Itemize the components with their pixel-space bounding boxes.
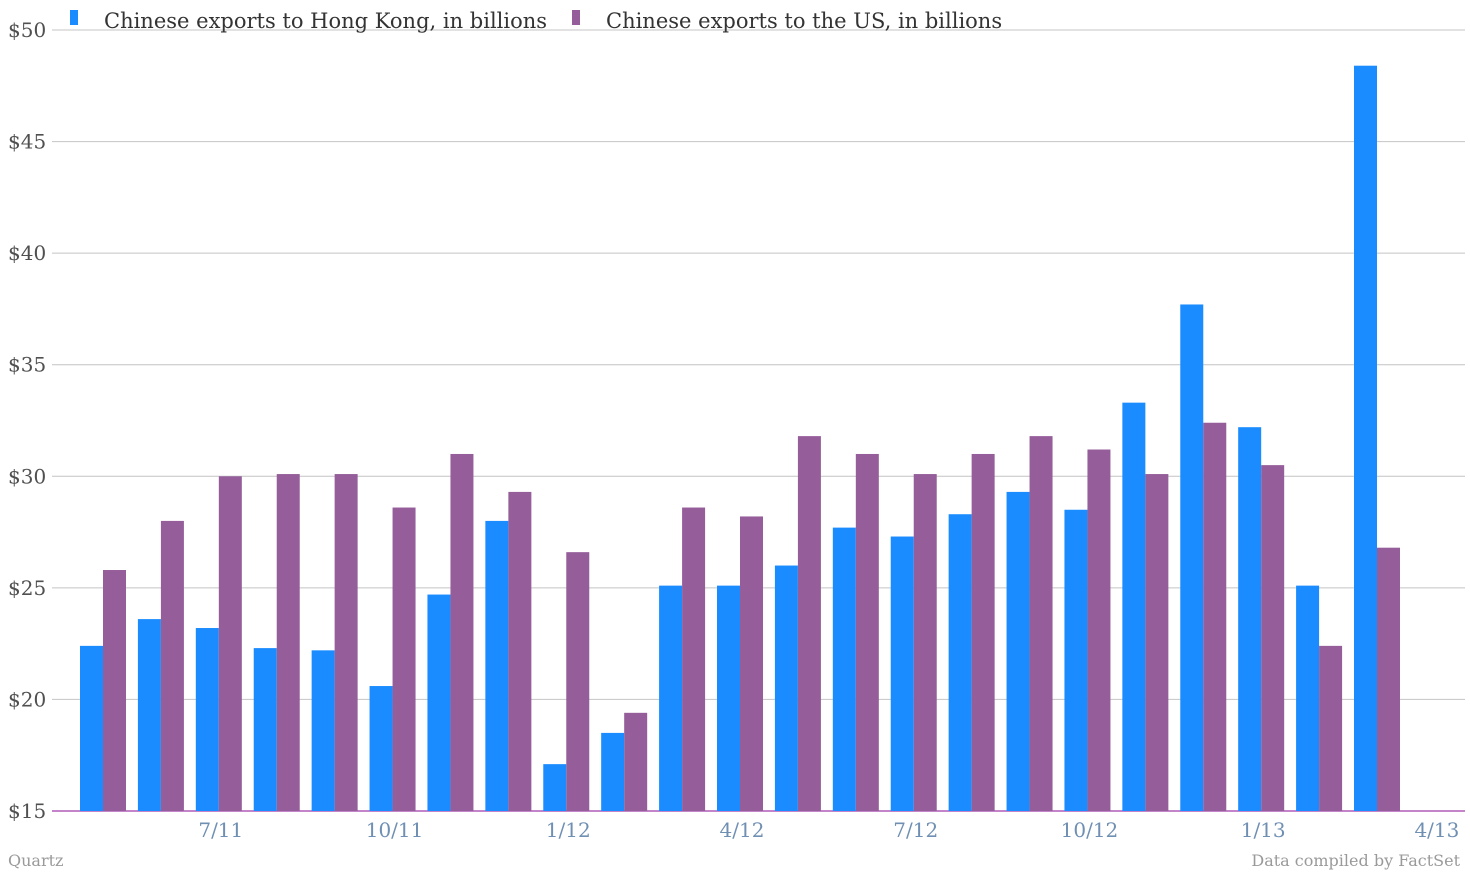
source-right: Data compiled by FactSet (1251, 851, 1460, 870)
y-tick-label: $35 (8, 353, 46, 377)
bar-us (1145, 474, 1169, 811)
y-tick-label: $45 (8, 130, 46, 154)
bar-us (392, 507, 416, 811)
bar-us (566, 552, 590, 811)
bar-us (682, 507, 706, 811)
bar-us (624, 712, 648, 811)
bar-hong-kong (485, 520, 509, 811)
x-tick-label: 1/13 (1241, 818, 1286, 842)
bar-hong-kong (195, 628, 219, 811)
x-tick-label: 7/11 (198, 818, 243, 842)
bars (80, 65, 1400, 811)
bar-hong-kong (80, 645, 103, 811)
bar-us (1087, 449, 1111, 811)
y-tick-label: $25 (8, 576, 46, 600)
bar-us (450, 453, 474, 811)
y-tick-label: $30 (8, 464, 46, 488)
bar-hong-kong (543, 764, 567, 811)
bar-hong-kong (369, 686, 393, 811)
bar-hong-kong (1180, 304, 1204, 811)
bar-hong-kong (832, 527, 856, 811)
x-tick-label: 4/13 (1414, 818, 1459, 842)
x-tick-label: 7/12 (893, 818, 938, 842)
x-tick-label: 4/12 (720, 818, 765, 842)
bar-us (740, 516, 763, 811)
x-tick-label: 10/12 (1061, 818, 1119, 842)
y-axis-ticks: $15 $20 $25 $30 $35 $40 $45 $50 (8, 18, 46, 823)
bar-us (797, 436, 821, 811)
bar-us (1203, 422, 1227, 811)
bar-hong-kong (1122, 402, 1146, 811)
y-tick-label: $40 (8, 241, 46, 265)
bar-hong-kong (948, 514, 972, 811)
y-tick-label: $50 (8, 18, 46, 42)
x-axis-ticks: 7/11 10/11 1/12 4/12 7/12 10/12 1/13 4/13 (198, 818, 1459, 842)
legend-label-us: Chinese exports to the US, in billions (606, 9, 1002, 33)
bar-us (508, 491, 532, 811)
bar-us (276, 474, 300, 811)
bar-hong-kong (774, 565, 798, 811)
bar-us (971, 453, 995, 811)
bar-hong-kong (427, 594, 451, 811)
legend-label-hong-kong: Chinese exports to Hong Kong, in billion… (104, 9, 547, 33)
legend: Chinese exports to Hong Kong, in billion… (70, 9, 1002, 33)
bar-hong-kong (659, 585, 683, 811)
bar-us (160, 520, 184, 811)
x-tick-label: 1/12 (546, 818, 591, 842)
bar-us (1029, 436, 1053, 811)
bar-us (855, 453, 879, 811)
bar-hong-kong (717, 585, 740, 811)
bar-hong-kong (1064, 509, 1088, 811)
bar-hong-kong (601, 732, 625, 811)
source-left: Quartz (8, 851, 63, 870)
bar-hong-kong (1238, 427, 1262, 811)
legend-swatch-us (572, 10, 580, 25)
bar-hong-kong (253, 648, 277, 811)
bar-hong-kong (1354, 65, 1377, 811)
y-tick-label: $20 (8, 687, 46, 711)
bar-hong-kong (1296, 585, 1320, 811)
x-tick-label: 10/11 (366, 818, 424, 842)
bar-us (913, 474, 937, 811)
bar-us (1261, 465, 1285, 811)
bar-hong-kong (311, 650, 335, 811)
bar-us (1377, 547, 1400, 811)
bar-hong-kong (1006, 491, 1030, 811)
y-tick-label: $15 (8, 799, 46, 823)
bar-us (218, 476, 242, 811)
bar-us (1319, 645, 1343, 811)
bar-hong-kong (890, 536, 914, 811)
legend-swatch-hong-kong (70, 10, 78, 25)
bar-us (334, 474, 358, 811)
bar-hong-kong (137, 619, 161, 811)
bar-us (103, 570, 126, 811)
